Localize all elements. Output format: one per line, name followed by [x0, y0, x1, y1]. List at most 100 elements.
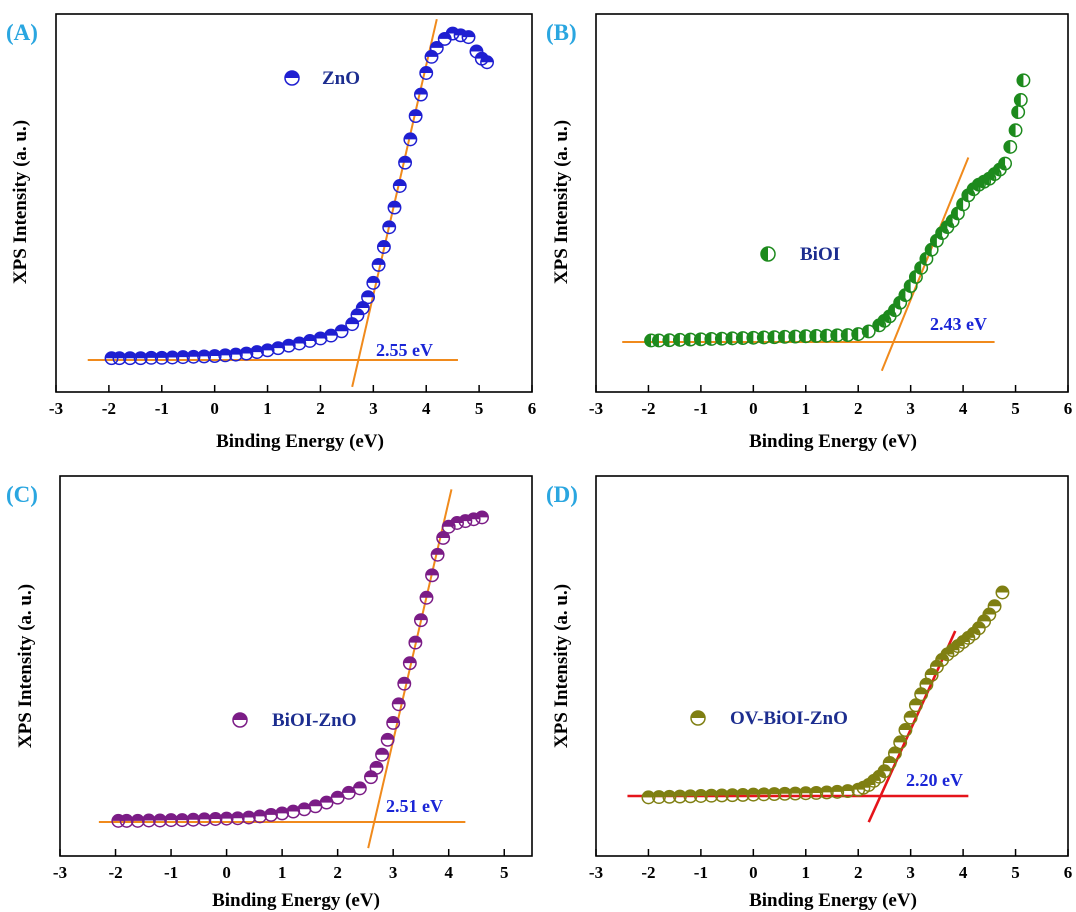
- data-point: [777, 786, 792, 801]
- x-tick-labels: -3 -2 -1 0 1 2 3 4 5 6: [589, 399, 1072, 418]
- data-point: [186, 812, 201, 827]
- panel-b: (B) -3 -2 -1 0 1 2 3 4 5 6 Binding Energy (eV) XP…: [546, 13, 1072, 452]
- data-point: [366, 275, 381, 290]
- plot-frame: [595, 475, 1069, 857]
- legend-marker: [690, 710, 706, 726]
- data-point: [725, 788, 740, 803]
- data-points: [644, 73, 1031, 348]
- data-point: [345, 317, 360, 332]
- data-point: [352, 781, 367, 796]
- data-point: [425, 568, 439, 583]
- data-point: [376, 240, 391, 254]
- legend-marker: [232, 712, 248, 728]
- x-tick-label: 2: [854, 863, 863, 882]
- x-axis-label: Binding Energy (eV): [749, 890, 917, 911]
- legend: BiOI: [760, 244, 840, 265]
- x-tick-label: 2: [854, 399, 863, 418]
- data-point: [430, 547, 445, 562]
- data-point: [250, 345, 264, 360]
- x-tick-label: -2: [641, 863, 655, 882]
- data-point: [364, 770, 378, 785]
- data-point: [387, 200, 402, 215]
- data-point: [662, 789, 677, 804]
- x-axis-label: Binding Energy (eV): [216, 431, 384, 452]
- panel-a: (A) -3 -2 -1 0 1 2 3 4 5 6 Binding Energy (eV) XP…: [6, 13, 537, 452]
- data-point: [830, 784, 845, 799]
- band-gap-annotation: 2.43 eV: [930, 314, 987, 334]
- legend-marker: [284, 70, 300, 86]
- legend-symbol: [690, 710, 706, 726]
- data-point: [271, 341, 286, 356]
- data-point: [475, 510, 489, 525]
- data-point: [281, 338, 296, 353]
- data-point: [651, 790, 666, 805]
- data-point: [207, 349, 222, 364]
- x-tick-label: 6: [1064, 863, 1073, 882]
- x-tick-label: 1: [802, 863, 811, 882]
- data-point: [165, 350, 180, 365]
- data-point: [424, 49, 439, 64]
- x-tick-label: 5: [1011, 863, 1020, 882]
- legend-entry: BiOI-ZnO: [272, 710, 356, 731]
- data-point: [809, 786, 824, 800]
- data-point: [371, 257, 386, 272]
- data-point: [840, 784, 855, 798]
- data-point: [735, 787, 750, 802]
- plot-border: [595, 13, 1069, 393]
- x-tick-label: 1: [278, 863, 287, 882]
- data-point: [154, 350, 169, 365]
- data-points: [111, 510, 489, 828]
- data-point: [746, 787, 761, 802]
- x-tick-label: 6: [528, 399, 537, 418]
- data-point: [397, 676, 412, 691]
- data-point: [413, 87, 428, 102]
- data-point: [275, 806, 290, 821]
- data-point: [252, 809, 267, 824]
- data-point: [672, 789, 687, 804]
- x-tick-label: 2: [333, 863, 342, 882]
- plot-border: [59, 475, 533, 857]
- data-point: [461, 30, 476, 45]
- x-tick-label: -2: [108, 863, 122, 882]
- data-point: [480, 55, 494, 70]
- data-point: [382, 220, 397, 235]
- data-point: [641, 790, 656, 805]
- data-point: [239, 346, 254, 361]
- data-point: [788, 786, 803, 801]
- data-point: [219, 811, 234, 826]
- data-point: [153, 813, 167, 828]
- data-point: [197, 349, 212, 364]
- data-point: [413, 613, 428, 628]
- data-point: [391, 697, 406, 712]
- x-tick-label: 0: [749, 399, 758, 418]
- plot-frame: [59, 475, 533, 857]
- data-point: [260, 343, 275, 358]
- fit-lines: [87, 18, 458, 388]
- legend-symbol: [284, 70, 300, 86]
- x-tick-label: 1: [263, 399, 272, 418]
- data-point: [1016, 73, 1031, 88]
- data-point: [861, 324, 876, 339]
- data-point: [436, 531, 451, 545]
- x-tick-label: -3: [53, 863, 67, 882]
- data-point: [197, 812, 212, 827]
- data-point: [1011, 105, 1026, 120]
- panel-label: (C): [6, 482, 38, 507]
- x-tick-label: -1: [694, 399, 708, 418]
- data-point: [1003, 139, 1018, 154]
- data-point: [264, 807, 278, 822]
- data-points: [641, 585, 1010, 805]
- x-tick-label: 5: [475, 399, 484, 418]
- data-point: [386, 716, 401, 730]
- data-point: [714, 788, 729, 803]
- data-point: [398, 155, 413, 170]
- x-tick-label: 1: [802, 399, 811, 418]
- data-point: [241, 810, 256, 825]
- data-point: [767, 787, 782, 802]
- x-tick-label: -2: [641, 399, 655, 418]
- panel-label: (D): [546, 482, 578, 507]
- panel-c: (C) -3 -2 -1 0 1 2 3 4 5 Binding Energy (eV) XPS…: [6, 475, 533, 911]
- x-tick-label: 3: [369, 399, 378, 418]
- legend-entry: BiOI: [800, 244, 840, 265]
- x-axis-label: Binding Energy (eV): [749, 431, 917, 452]
